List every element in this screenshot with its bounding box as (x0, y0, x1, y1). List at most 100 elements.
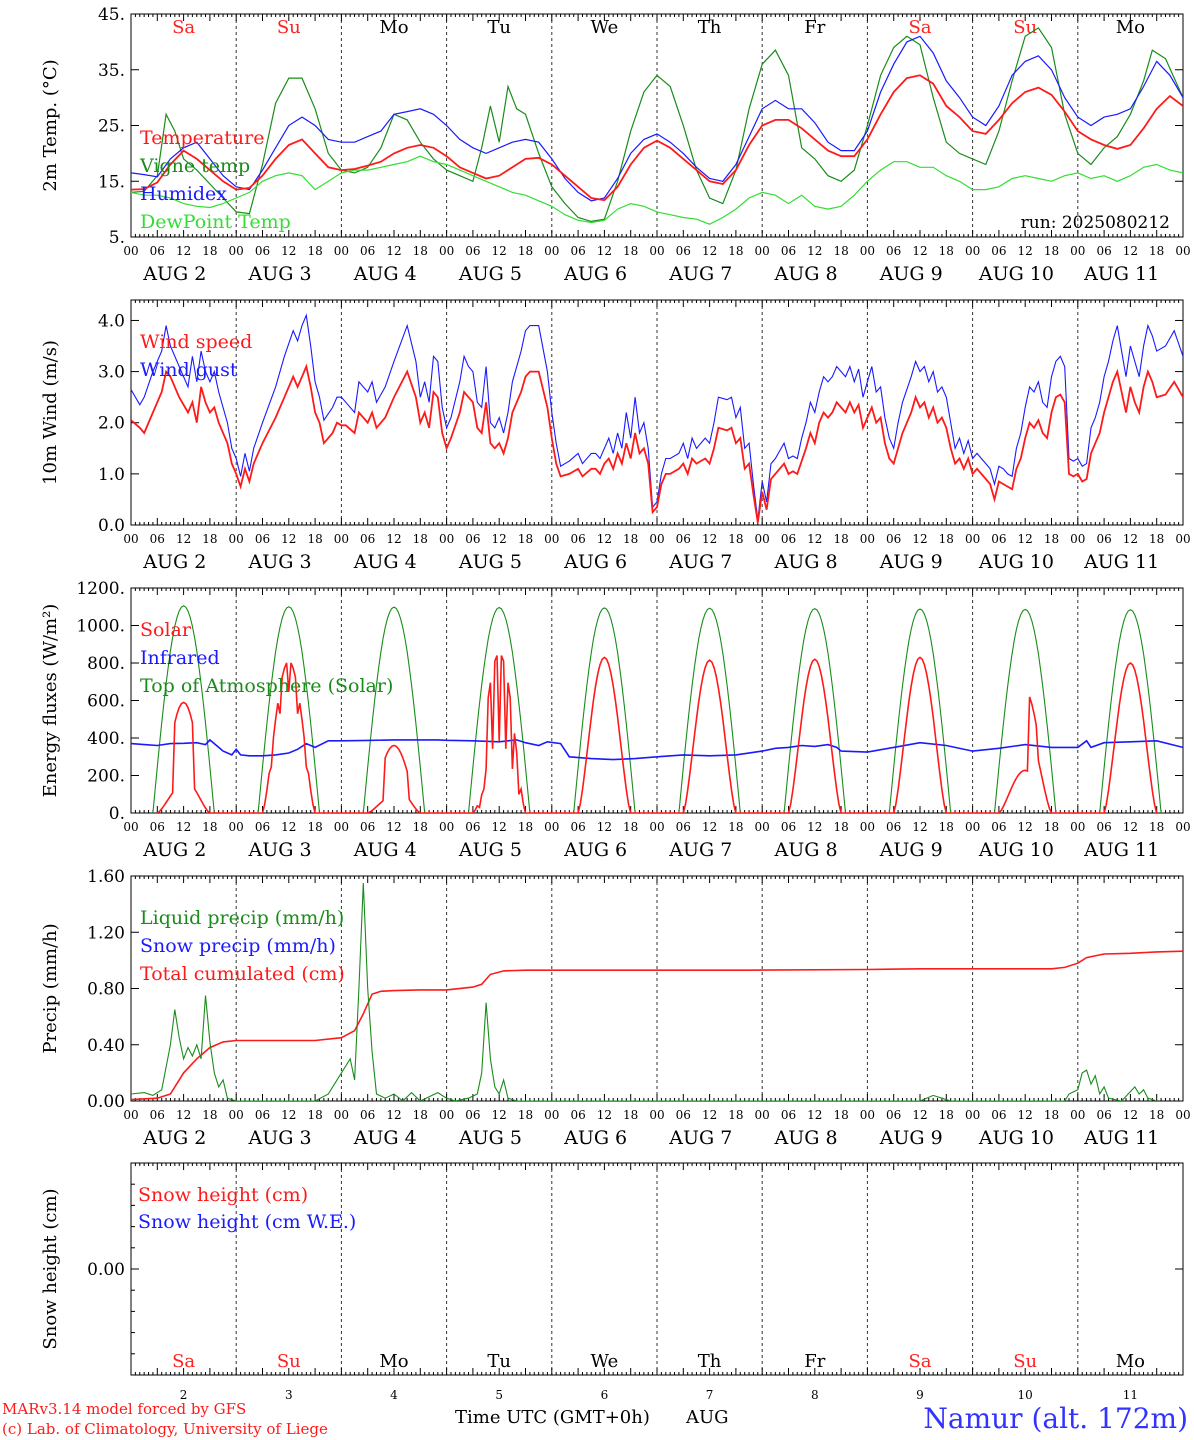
series-line-top-of-atmosphere-solar- (152, 605, 1162, 813)
hour-tick-label: 18 (939, 532, 954, 546)
hour-tick-label: 12 (597, 244, 612, 258)
hour-tick-label: 18 (518, 532, 533, 546)
day-number: 4 (390, 1388, 398, 1402)
hour-tick-label: 06 (150, 1108, 165, 1122)
hour-tick-label: 00 (1175, 244, 1190, 258)
series-line-humidex (131, 35, 1183, 202)
hour-tick-label: 00 (755, 1108, 770, 1122)
energy-ylabel: Energy fluxes (W/m²) (40, 604, 61, 798)
series-line-wind-gust (131, 313, 1183, 520)
hour-tick-label: 06 (465, 820, 480, 834)
series-line-wind-speed (131, 363, 1183, 523)
hour-tick-label: 18 (518, 244, 533, 258)
date-label: AUG 6 (563, 1127, 627, 1149)
hour-tick-label: 06 (886, 820, 901, 834)
hour-tick-label: 12 (176, 1108, 191, 1122)
hour-tick-label: 00 (755, 532, 770, 546)
day-label: Sa (908, 17, 931, 38)
hour-tick-label: 12 (702, 820, 717, 834)
date-label: AUG 4 (353, 1127, 417, 1149)
legend-entry: Infrared (140, 647, 220, 669)
day-number: 3 (285, 1388, 293, 1402)
y-tick-label: 3.0 (98, 363, 125, 383)
hour-tick-label: 00 (123, 244, 138, 258)
hour-tick-label: 18 (1149, 820, 1164, 834)
y-tick-label: 4.0 (98, 311, 125, 331)
date-label: AUG 11 (1083, 551, 1159, 573)
hour-tick-label: 12 (702, 532, 717, 546)
series-line-liquid-precip-mm-h- (131, 882, 1157, 1101)
y-tick-label: 400. (87, 729, 125, 749)
hour-tick-label: 18 (307, 244, 322, 258)
hour-tick-label: 18 (939, 244, 954, 258)
hour-tick-label: 18 (728, 1108, 743, 1122)
hour-tick-label: 00 (1175, 532, 1190, 546)
y-tick-label: 0.00 (87, 1092, 125, 1112)
hour-tick-label: 00 (439, 820, 454, 834)
hour-tick-label: 00 (334, 532, 349, 546)
hour-tick-label: 12 (702, 1108, 717, 1122)
date-label: AUG 11 (1083, 839, 1159, 861)
hour-tick-label: 12 (1018, 1108, 1033, 1122)
hour-tick-label: 06 (360, 532, 375, 546)
date-label: AUG 9 (879, 839, 943, 861)
legend-entry: Snow height (cm) (138, 1184, 308, 1206)
hour-tick-label: 06 (991, 820, 1006, 834)
day-number: 7 (706, 1388, 714, 1402)
hour-tick-label: 00 (229, 532, 244, 546)
hour-tick-label: 00 (1175, 820, 1190, 834)
day-number: 11 (1123, 1388, 1138, 1402)
temp-panel: 5. 15. 25. 35. 45. 2m Temp. (°C) Sa Su Mo Tu We Th F… (40, 5, 1191, 285)
energy-frame (130, 587, 1184, 814)
hour-tick-label: 00 (965, 244, 980, 258)
hour-tick-label: 00 (544, 1108, 559, 1122)
hour-tick-label: 18 (1149, 532, 1164, 546)
hour-tick-label: 12 (912, 532, 927, 546)
hour-tick-label: 12 (807, 244, 822, 258)
hour-tick-label: 12 (1123, 1108, 1138, 1122)
day-label: We (591, 1351, 619, 1372)
hour-tick-label: 00 (229, 1108, 244, 1122)
series-line-dewpoint-temp (131, 155, 1183, 225)
x-axis-label: Time UTC (GMT+0h) (455, 1407, 650, 1428)
hour-tick-label: 12 (386, 244, 401, 258)
hour-tick-label: 06 (886, 1108, 901, 1122)
hour-tick-label: 06 (676, 532, 691, 546)
hour-tick-label: 18 (413, 820, 428, 834)
day-label: Mo (1116, 17, 1145, 38)
legend-entry: Top of Atmosphere (Solar) (140, 675, 393, 697)
hour-tick-label: 00 (544, 820, 559, 834)
legend-entry: Wind gust (140, 359, 238, 381)
hour-tick-label: 00 (334, 244, 349, 258)
hour-tick-label: 18 (518, 1108, 533, 1122)
hour-tick-label: 06 (570, 820, 585, 834)
hour-tick-label: 18 (1149, 1108, 1164, 1122)
hour-tick-label: 12 (1018, 244, 1033, 258)
date-label: AUG 9 (879, 263, 943, 285)
hour-tick-label: 18 (728, 244, 743, 258)
y-tick-label: 45. (98, 5, 125, 25)
day-number: 9 (916, 1388, 924, 1402)
legend-entry: Liquid precip (mm/h) (140, 907, 344, 929)
hour-tick-label: 18 (623, 244, 638, 258)
hour-tick-label: 00 (965, 532, 980, 546)
date-label: AUG 5 (458, 263, 522, 285)
hour-tick-label: 18 (1044, 820, 1059, 834)
date-label: AUG 6 (563, 839, 627, 861)
hour-tick-label: 00 (860, 532, 875, 546)
day-label: Su (277, 1351, 301, 1372)
hour-tick-label: 06 (150, 532, 165, 546)
hour-tick-label: 06 (676, 244, 691, 258)
day-label: Tu (487, 1351, 511, 1372)
day-label: Mo (379, 17, 408, 38)
hour-tick-label: 00 (1070, 532, 1085, 546)
y-tick-label: 15. (98, 172, 125, 192)
hour-tick-label: 00 (860, 1108, 875, 1122)
date-label: AUG 3 (248, 1127, 312, 1149)
y-tick-label: 0.80 (87, 980, 125, 1000)
date-label: AUG 3 (248, 839, 312, 861)
hour-tick-label: 06 (255, 532, 270, 546)
hour-tick-label: 06 (465, 532, 480, 546)
hour-tick-label: 00 (755, 244, 770, 258)
